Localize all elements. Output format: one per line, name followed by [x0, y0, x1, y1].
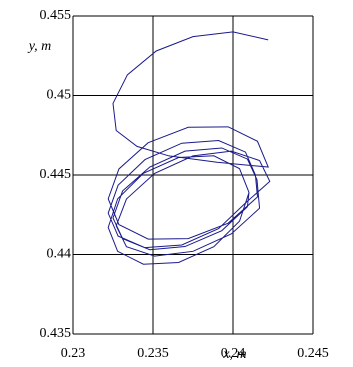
- x-axis-label: x, m: [222, 347, 246, 362]
- x-tick-label: 0.24: [221, 346, 246, 361]
- y-tick-label: 0.455: [40, 8, 72, 23]
- trajectory-line: [107, 31, 271, 265]
- x-tick-label: 0.23: [61, 346, 86, 361]
- x-tick-label: 0.235: [137, 346, 169, 361]
- y-tick-label: 0.435: [40, 326, 72, 341]
- x-tick-label: 0.245: [297, 346, 329, 361]
- y-tick-label: 0.445: [40, 167, 72, 182]
- y-tick-label: 0.44: [47, 247, 72, 262]
- y-tick-label: 0.45: [47, 88, 72, 103]
- y-axis-label: y, m: [27, 39, 52, 54]
